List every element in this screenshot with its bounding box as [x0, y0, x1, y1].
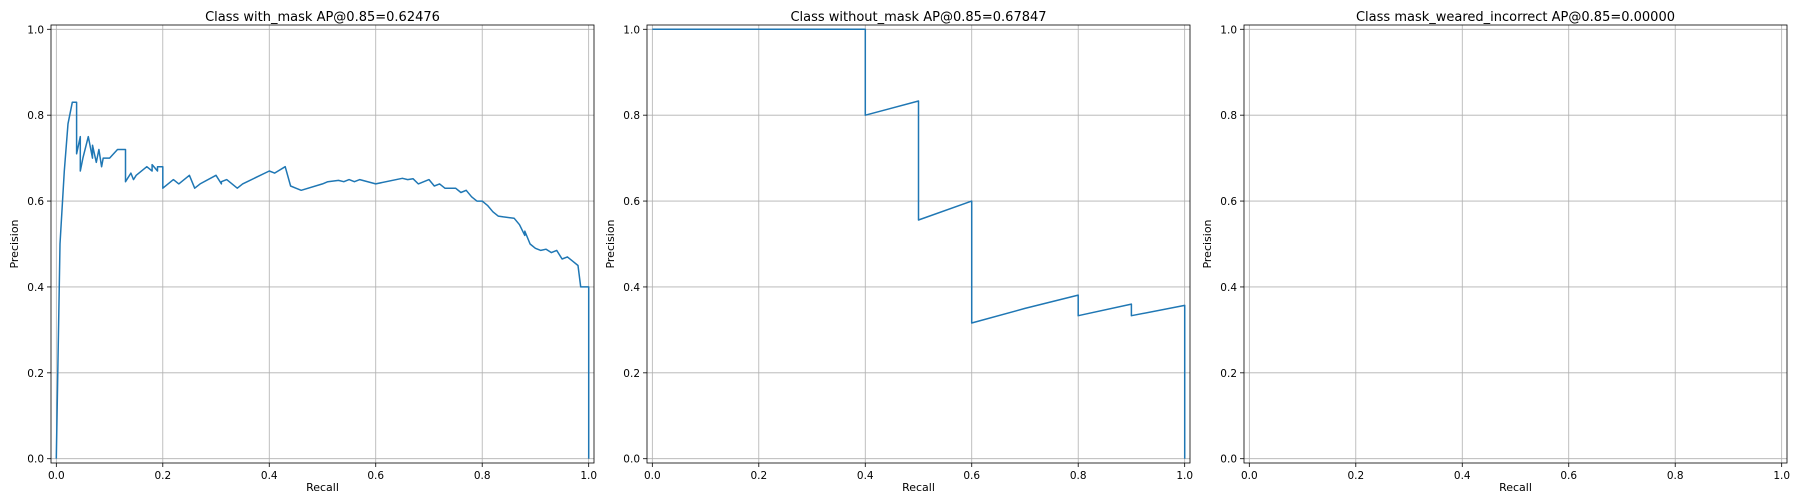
x-tick-label: 0.6	[1560, 470, 1577, 482]
chart-title: Class mask_weared_incorrect AP@0.85=0.00…	[1356, 10, 1675, 25]
y-tick-label: 1.0	[623, 24, 640, 36]
x-tick-label: 0.2	[1347, 470, 1364, 482]
x-tick-label: 1.0	[1773, 470, 1790, 482]
y-tick-label: 0.2	[623, 368, 640, 380]
chart-title: Class without_mask AP@0.85=0.67847	[790, 10, 1046, 25]
y-tick-label: 0.4	[623, 282, 640, 294]
y-tick-label: 0.8	[623, 110, 640, 122]
y-tick-label: 0.6	[1220, 196, 1237, 208]
x-tick-label: 0.2	[750, 470, 767, 482]
x-tick-label: 0.8	[474, 470, 491, 482]
y-tick-label: 0.2	[1220, 368, 1237, 380]
y-tick-label: 0.4	[27, 282, 44, 294]
y-tick-label: 0.0	[1220, 454, 1237, 466]
plot-frame	[50, 24, 595, 464]
y-tick-label: 1.0	[1220, 24, 1237, 36]
x-tick-label: 1.0	[1176, 470, 1193, 482]
x-tick-label: 0.0	[1241, 470, 1258, 482]
panel-2: 0.0 0.2 0.4 0.6 0.8 1.0 0.0 0.2 0.4 0.6 0.8 1.0 Clas…	[604, 10, 1193, 494]
y-tick-label: 0.8	[27, 110, 44, 122]
x-tick-label: 1.0	[580, 470, 597, 482]
x-tick-label: 0.0	[644, 470, 661, 482]
y-tick-label: 0.0	[623, 454, 640, 466]
x-tick-label: 0.2	[154, 470, 171, 482]
y-tick-label: 1.0	[27, 24, 44, 36]
panel-1: 0.0 0.2 0.4 0.6 0.8 1.0 0.0 0.2 0.4 0.6 0.8 1.0 Clas…	[8, 10, 597, 494]
y-axis-label: Precision	[1201, 219, 1214, 268]
plot-frame	[646, 24, 1191, 464]
y-tick-label: 0.6	[623, 196, 640, 208]
y-axis-label: Precision	[604, 219, 617, 268]
x-tick-label: 0.4	[1454, 470, 1471, 482]
x-tick-label: 0.4	[857, 470, 874, 482]
x-axis-label: Recall	[902, 481, 935, 494]
x-tick-label: 0.6	[367, 470, 384, 482]
x-tick-label: 0.4	[261, 470, 278, 482]
pr-curve-line	[55, 101, 590, 459]
x-axis-label: Recall	[1499, 481, 1532, 494]
plot-frame	[1243, 24, 1788, 464]
chart-title: Class with_mask AP@0.85=0.62476	[205, 10, 440, 25]
x-axis-label: Recall	[306, 481, 339, 494]
y-tick-label: 0.6	[27, 196, 44, 208]
x-tick-label: 0.6	[963, 470, 980, 482]
y-tick-label: 0.0	[27, 454, 44, 466]
pr-curve-line	[652, 28, 1186, 459]
y-axis-label: Precision	[8, 219, 21, 268]
y-tick-label: 0.4	[1220, 282, 1237, 294]
x-tick-label: 0.8	[1667, 470, 1684, 482]
y-tick-label: 0.8	[1220, 110, 1237, 122]
y-tick-label: 0.2	[27, 368, 44, 380]
x-tick-label: 0.8	[1070, 470, 1087, 482]
panel-3: 0.0 0.2 0.4 0.6 0.8 1.0 0.0 0.2 0.4 0.6 0.8 1.0 Clas…	[1201, 10, 1790, 494]
x-tick-label: 0.0	[48, 470, 65, 482]
